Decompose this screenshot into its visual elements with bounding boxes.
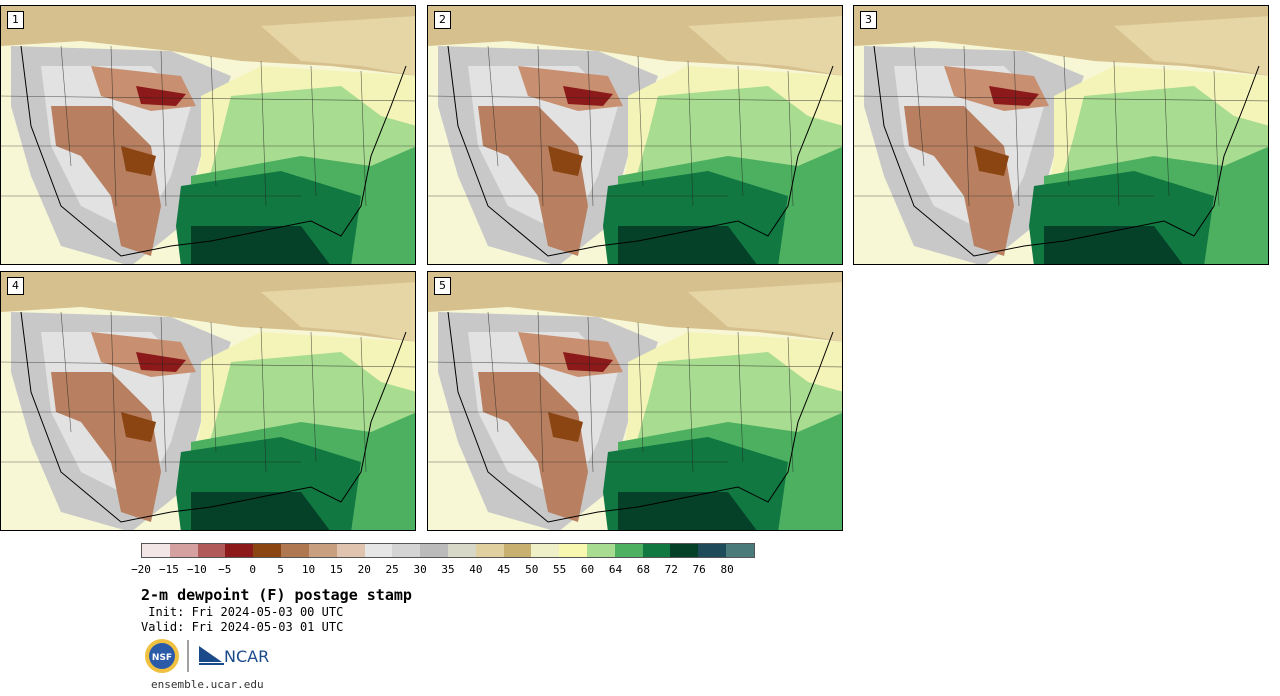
colorbar-tick-label: 45 (497, 563, 511, 576)
member-label: 5 (434, 277, 451, 295)
colorbar-swatch (559, 544, 587, 557)
colorbar-tick-label: 15 (329, 563, 343, 576)
colorbar-swatch (253, 544, 282, 557)
valid-time: Valid: Fri 2024-05-03 01 UTC (141, 620, 344, 634)
map-panel-3: 3 (853, 5, 1269, 265)
colorbar-tick-label: 35 (441, 563, 455, 576)
colorbar-tick-label: 30 (413, 563, 427, 576)
colorbar-ticks: −20 −15 −10 −5 0 5 10 15 20 25 30 35 40 45 50 55 60 64 68 7… (131, 563, 755, 577)
site-url: ensemble.ucar.edu (151, 678, 264, 691)
colorbar-swatch (475, 544, 504, 557)
colorbar-tick-label: 80 (720, 563, 734, 576)
colorbar-swatch (169, 544, 198, 557)
colorbar-tick-label: 68 (636, 563, 650, 576)
colorbar-tick-label: 5 (277, 563, 284, 576)
colorbar-tick-label: −10 (186, 563, 207, 576)
colorbar-tick-label: 64 (608, 563, 623, 576)
logos: NSF NCAR (144, 638, 274, 676)
member-label: 1 (7, 11, 24, 29)
colorbar-tick-label: 40 (469, 563, 483, 576)
map-panel-5: 5 (427, 271, 843, 531)
colorbar-tick-label: 0 (249, 563, 256, 576)
colorbar-swatch (392, 544, 421, 557)
colorbar-swatch (281, 544, 309, 557)
colorbar-swatch (308, 544, 337, 557)
member-label: 3 (860, 11, 877, 29)
colorbar-swatch (447, 544, 476, 557)
colorbar-swatch (197, 544, 226, 557)
colorbar-swatch (642, 544, 671, 557)
dewpoint-map (428, 272, 842, 530)
ncar-logo-icon: NCAR (199, 646, 269, 666)
colorbar-swatch (142, 544, 170, 557)
colorbar-swatch (614, 544, 643, 557)
dewpoint-map (1, 272, 415, 530)
colorbar-swatch (225, 544, 254, 557)
nsf-logo-icon: NSF (145, 639, 179, 673)
colorbar-swatch (531, 544, 560, 557)
colorbar-swatch (336, 544, 365, 557)
colorbar-swatch (587, 544, 615, 557)
colorbar-swatch (726, 544, 754, 557)
colorbar-tick-label: 10 (301, 563, 316, 576)
colorbar-tick-label: 72 (664, 563, 678, 576)
dewpoint-map (854, 6, 1268, 264)
colorbar-swatch (364, 544, 393, 557)
product-title: 2-m dewpoint (F) postage stamp (141, 586, 412, 604)
map-panel-4: 4 (0, 271, 416, 531)
ncar-logo-text: NCAR (224, 647, 269, 666)
map-panel-2: 2 (427, 5, 843, 265)
colorbar-swatch (503, 544, 532, 557)
member-label: 2 (434, 11, 451, 29)
dewpoint-map (1, 6, 415, 264)
colorbar-tick-label: −15 (158, 563, 179, 576)
colorbar-tick-label: 55 (553, 563, 567, 576)
colorbar-swatch (420, 544, 448, 557)
colorbar-tick-label: 25 (385, 563, 399, 576)
colorbar-swatch (698, 544, 727, 557)
colorbar-swatch (670, 544, 699, 557)
colorbar-tick-label: −20 (131, 563, 151, 576)
map-panel-1: 1 (0, 5, 416, 265)
colorbar-tick-label: 60 (580, 563, 595, 576)
colorbar (141, 543, 755, 558)
nsf-logo-text: NSF (152, 653, 172, 663)
colorbar-tick-label: 20 (357, 563, 371, 576)
colorbar-tick-label: −5 (218, 563, 232, 576)
dewpoint-map (428, 6, 842, 264)
colorbar-tick-label: 50 (525, 563, 539, 576)
colorbar-tick-label: 76 (692, 563, 706, 576)
member-label: 4 (7, 277, 24, 295)
init-time: Init: Fri 2024-05-03 00 UTC (141, 605, 344, 619)
